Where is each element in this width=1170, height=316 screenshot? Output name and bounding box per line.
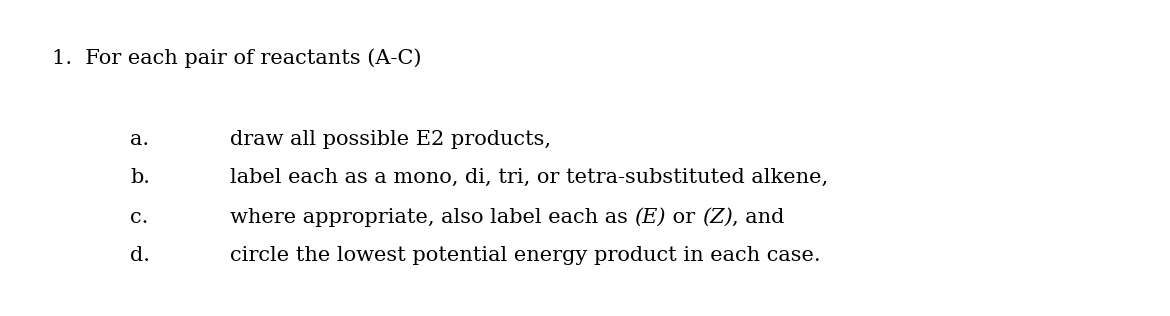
Text: draw all possible E2 products,: draw all possible E2 products, — [230, 130, 551, 149]
Text: a.: a. — [130, 130, 149, 149]
Text: (E): (E) — [634, 208, 666, 227]
Text: label each as a mono, di, tri, or tetra-substituted alkene,: label each as a mono, di, tri, or tetra-… — [230, 168, 828, 187]
Text: where appropriate, also label each as: where appropriate, also label each as — [230, 208, 634, 227]
Text: d.: d. — [130, 246, 150, 265]
Text: b.: b. — [130, 168, 150, 187]
Text: or: or — [666, 208, 702, 227]
Text: circle the lowest potential energy product in each case.: circle the lowest potential energy produ… — [230, 246, 820, 265]
Text: 1.  For each pair of reactants (A-C): 1. For each pair of reactants (A-C) — [51, 48, 421, 68]
Text: , and: , and — [732, 208, 785, 227]
Text: c.: c. — [130, 208, 149, 227]
Text: (Z): (Z) — [702, 208, 732, 227]
